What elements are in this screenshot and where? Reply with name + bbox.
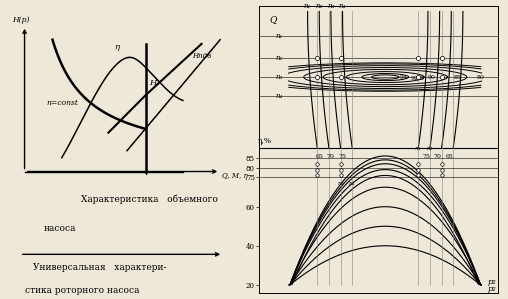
Text: 75: 75	[338, 154, 346, 158]
Text: η: η	[114, 43, 119, 51]
Text: насоса: насоса	[44, 224, 76, 233]
Text: 85: 85	[453, 75, 461, 80]
Text: Q: Q	[269, 15, 276, 24]
Text: 65: 65	[315, 154, 323, 158]
Text: η,%: η,%	[258, 138, 272, 145]
Text: 70: 70	[434, 154, 441, 158]
Text: n₄: n₄	[339, 2, 346, 10]
Text: n₁: n₁	[304, 2, 311, 10]
Text: n₄: n₄	[349, 181, 356, 186]
Text: H: H	[149, 80, 156, 88]
Text: n₂: n₂	[427, 146, 433, 151]
Text: n₁: n₁	[275, 32, 282, 40]
Text: Характеристика   объемного: Характеристика объемного	[81, 194, 218, 204]
Text: n₂: n₂	[315, 2, 323, 10]
Text: Hпдв: Hпдв	[192, 52, 211, 60]
Text: 65: 65	[446, 154, 453, 158]
Text: n₁: n₁	[415, 146, 422, 151]
Text: Универсальная   характери-: Универсальная характери-	[34, 263, 167, 272]
Text: n₃: n₃	[327, 2, 335, 10]
Text: n₃: n₃	[337, 181, 344, 186]
Text: n₂: n₂	[275, 54, 282, 62]
Text: H(p): H(p)	[12, 16, 29, 25]
Text: p₂: p₂	[488, 278, 497, 286]
Text: p₂: p₂	[488, 285, 497, 293]
Text: n₄: n₄	[275, 92, 282, 100]
Text: n=const: n=const	[47, 99, 79, 107]
Text: n₃: n₃	[275, 73, 282, 81]
Text: 92,5: 92,5	[410, 75, 425, 80]
Text: 70: 70	[327, 154, 335, 158]
Text: 94: 94	[400, 74, 408, 80]
Text: 80: 80	[477, 74, 485, 80]
Text: 75: 75	[422, 154, 430, 158]
Text: Q, M, η: Q, M, η	[222, 172, 248, 180]
Text: стика роторного насоса: стика роторного насоса	[25, 286, 140, 295]
Text: 90: 90	[428, 75, 436, 80]
